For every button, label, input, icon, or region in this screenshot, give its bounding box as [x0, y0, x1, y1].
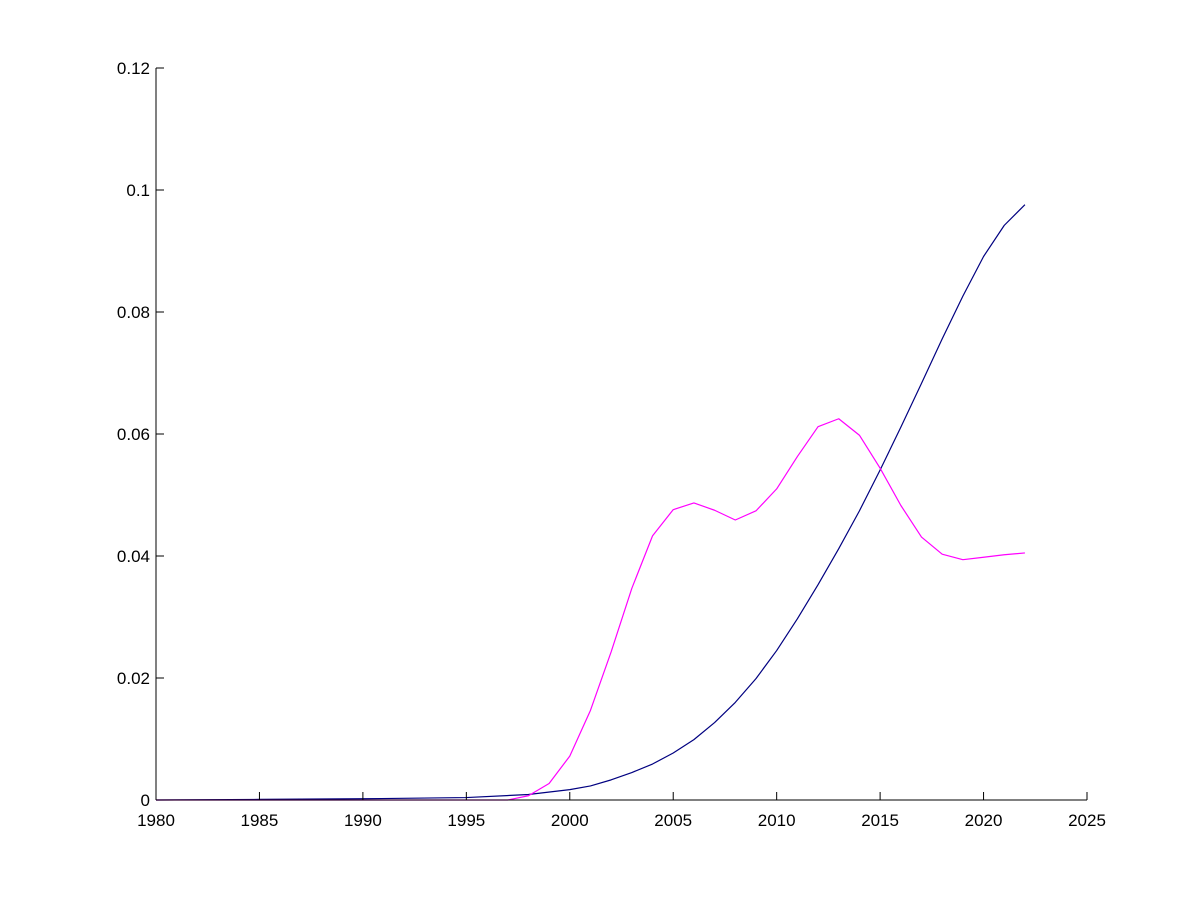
y-tick-label: 0: [141, 791, 150, 810]
x-tick-label: 1995: [447, 811, 485, 830]
x-tick-label: 1980: [137, 811, 175, 830]
ticks: 1980 1985 1990 1995 2000 2005 2010 2015 2020 2025…: [117, 59, 1106, 830]
x-tick-label: 2025: [1068, 811, 1106, 830]
y-tick-label: 0.1: [126, 181, 150, 200]
axes: [155, 68, 1087, 801]
x-tick-label: 1985: [241, 811, 279, 830]
y-tick-label: 0.06: [117, 425, 150, 444]
series-layer: [155, 204, 1026, 801]
x-tick-label: 2020: [965, 811, 1003, 830]
x-tick-label: 2000: [551, 811, 589, 830]
x-tick-label: 2015: [861, 811, 899, 830]
y-tick-label: 0.08: [117, 303, 150, 322]
x-tick-label: 2005: [654, 811, 692, 830]
series-line-1: [155, 204, 1026, 801]
series-line-2: [156, 418, 1025, 801]
x-tick-label: 1990: [344, 811, 382, 830]
y-tick-label: 0.04: [117, 547, 150, 566]
y-tick-label: 0.12: [117, 59, 150, 78]
x-tick-label: 2010: [758, 811, 796, 830]
y-tick-label: 0.02: [117, 669, 150, 688]
